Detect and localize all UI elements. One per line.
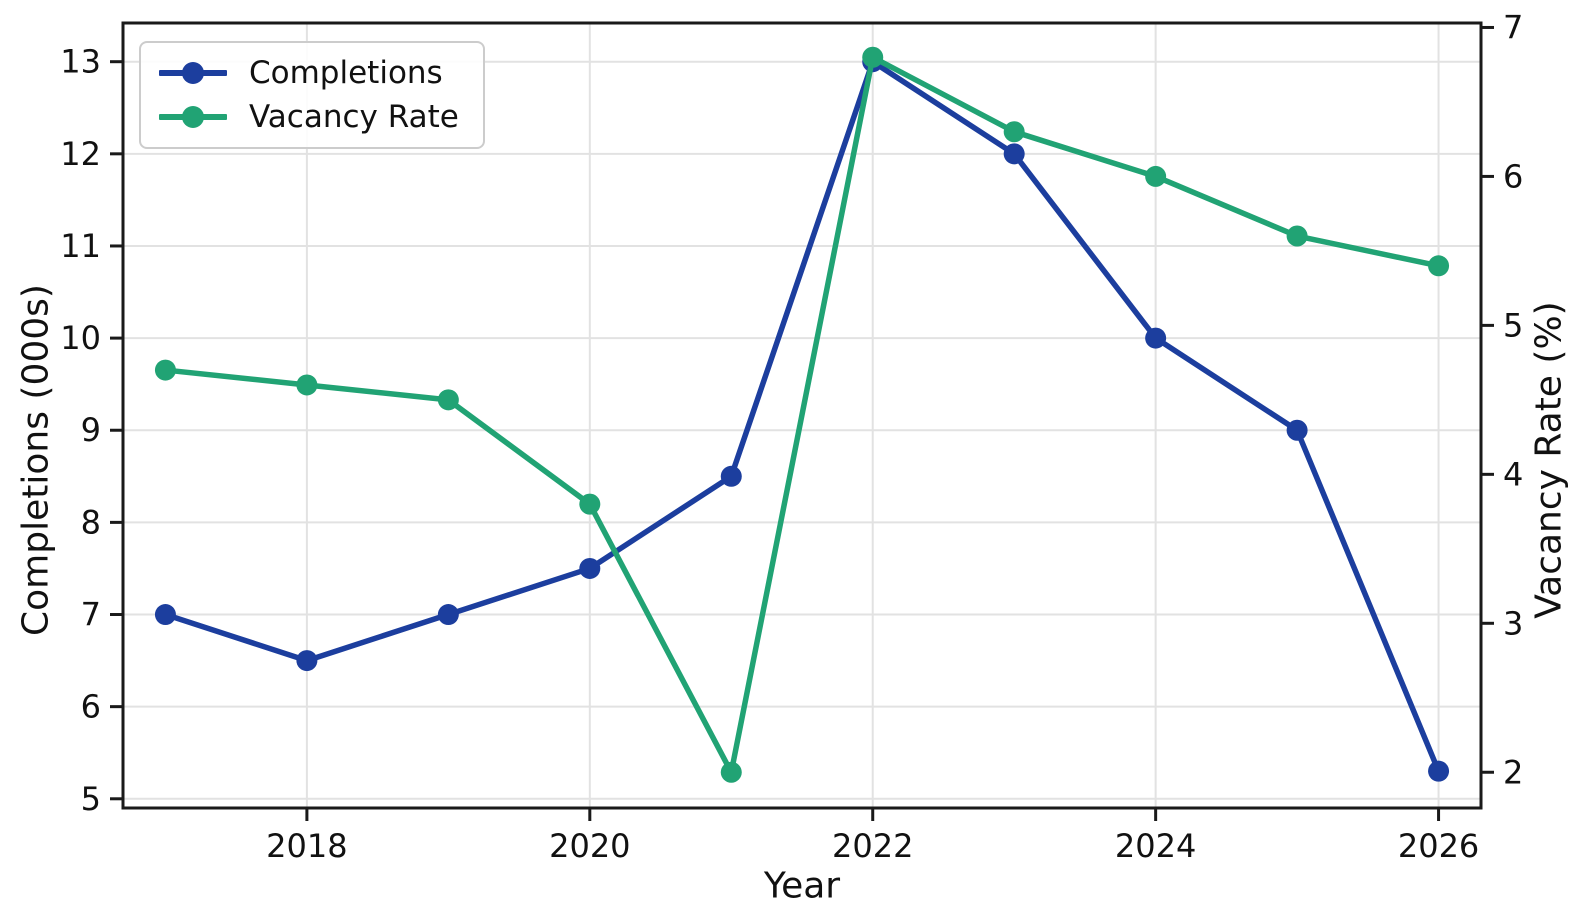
y-axis-label-left: Completions (000s) bbox=[15, 284, 57, 636]
line-marker-swatch-icon bbox=[159, 105, 227, 129]
y-tick-label-right: 7 bbox=[1503, 8, 1523, 46]
x-tick-label: 2022 bbox=[832, 827, 913, 865]
data-point bbox=[720, 761, 742, 783]
data-point bbox=[437, 604, 459, 626]
data-point bbox=[1286, 225, 1308, 247]
y-tick-label-right: 6 bbox=[1503, 157, 1523, 195]
data-point bbox=[296, 650, 318, 672]
y-tick-label-left: 6 bbox=[81, 688, 101, 726]
data-point bbox=[862, 46, 884, 68]
data-point bbox=[437, 389, 459, 411]
x-tick-label: 2026 bbox=[1398, 827, 1479, 865]
y-tick-label-left: 7 bbox=[81, 596, 101, 634]
data-point bbox=[154, 359, 176, 381]
x-tick-label: 2024 bbox=[1115, 827, 1196, 865]
series-completions bbox=[154, 51, 1450, 782]
y-tick-label-right: 4 bbox=[1503, 455, 1523, 493]
y-tick-label-left: 10 bbox=[60, 319, 101, 357]
series-line bbox=[165, 54, 1440, 776]
data-point bbox=[1145, 327, 1167, 349]
legend-label-vacancy-rate: Vacancy Rate bbox=[249, 98, 459, 135]
y-tick-label-left: 12 bbox=[60, 135, 101, 173]
data-point bbox=[720, 465, 742, 487]
x-axis-label: Year bbox=[763, 865, 841, 907]
data-point bbox=[1145, 165, 1167, 187]
legend-label-completions: Completions bbox=[249, 54, 443, 91]
data-point bbox=[296, 374, 318, 396]
data-point bbox=[1003, 143, 1025, 165]
y-tick-label-right: 3 bbox=[1503, 604, 1523, 642]
series-vacancy-rate bbox=[154, 46, 1450, 783]
data-point bbox=[1003, 121, 1025, 143]
data-point bbox=[1428, 255, 1450, 277]
data-point bbox=[1286, 419, 1308, 441]
line-marker-swatch-icon bbox=[159, 61, 227, 85]
data-point bbox=[579, 557, 601, 579]
legend-item-completions: Completions bbox=[159, 53, 459, 93]
legend-item-vacancy-rate: Vacancy Rate bbox=[159, 97, 459, 137]
y-tick-label-right: 5 bbox=[1503, 306, 1523, 344]
y-axis-label-right: Vacancy Rate (%) bbox=[1528, 301, 1570, 619]
data-point bbox=[579, 493, 601, 515]
x-tick-label: 2018 bbox=[266, 827, 347, 865]
y-tick-label-right: 2 bbox=[1503, 753, 1523, 791]
y-tick-label-left: 13 bbox=[60, 43, 101, 81]
legend: Completions Vacancy Rate bbox=[139, 41, 485, 149]
y-tick-label-left: 9 bbox=[81, 411, 101, 449]
y-tick-label-left: 11 bbox=[60, 227, 101, 265]
y-tick-label-left: 5 bbox=[81, 780, 101, 818]
data-point bbox=[1428, 760, 1450, 782]
data-point bbox=[154, 604, 176, 626]
x-tick-label: 2020 bbox=[549, 827, 630, 865]
series-line bbox=[164, 58, 1442, 773]
y-tick-label-left: 8 bbox=[81, 503, 101, 541]
plot-border bbox=[121, 21, 1483, 810]
